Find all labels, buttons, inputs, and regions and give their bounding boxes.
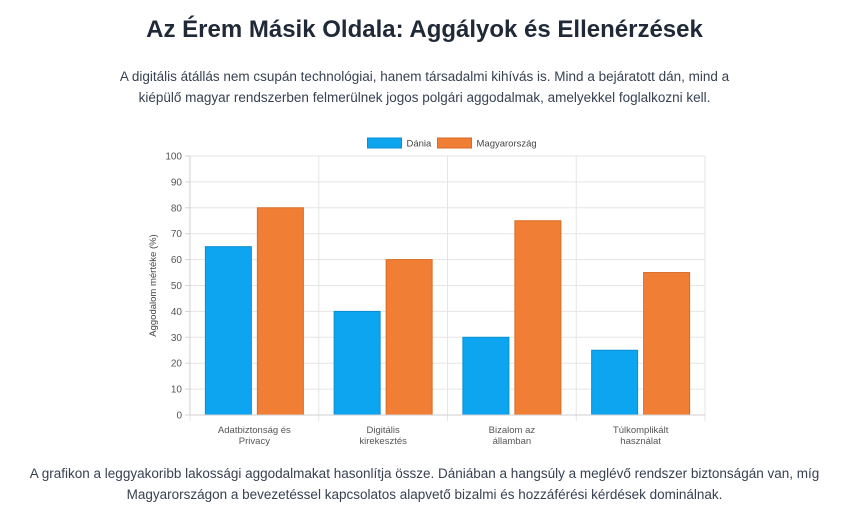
- intro-paragraph: A digitális átállás nem csupán technológ…: [119, 69, 730, 105]
- x-tick-label: Privacy: [239, 436, 270, 447]
- y-tick-label: 80: [171, 203, 183, 214]
- concerns-chart: 0 10 20 30 40 50 60 70 80 90 100 Adatbiztonság és Pr…: [140, 130, 720, 455]
- legend-label-dania: Dánia: [407, 139, 433, 150]
- bar-dania: [204, 246, 252, 416]
- page-title: Az Érem Másik Oldala: Aggályok és Ellené…: [146, 16, 703, 43]
- y-tick-label: 50: [171, 281, 183, 292]
- legend-swatch-magyarorszag: [437, 137, 472, 149]
- y-tick-label: 70: [171, 229, 183, 240]
- bar-magyarorszag: [385, 259, 433, 416]
- y-tick-label: 60: [171, 255, 183, 266]
- chart-caption: A grafikon a leggyakoribb lakossági aggo…: [29, 466, 820, 502]
- bar-magyarorszag: [643, 272, 691, 416]
- bar-dania: [591, 349, 639, 416]
- x-tick-label: Adatbiztonság és: [218, 425, 291, 436]
- bar-magyarorszag: [514, 220, 562, 416]
- x-tick-label: használat: [620, 436, 661, 447]
- y-tick-label: 20: [171, 359, 183, 370]
- x-tick-label: Túlkomplikált: [613, 425, 669, 436]
- y-tick-label: 30: [171, 333, 183, 344]
- y-axis-label: Aggodalom mértéke (%): [148, 234, 159, 336]
- chart-svg: 0 10 20 30 40 50 60 70 80 90 100 Adatbiztonság ésPr…: [148, 137, 706, 447]
- bar-dania: [333, 310, 381, 416]
- legend-label-magyarorszag: Magyarország: [477, 139, 537, 150]
- y-tick-label: 0: [176, 411, 182, 422]
- bar-dania: [462, 336, 510, 416]
- x-tick-label: államban: [493, 436, 532, 447]
- legend-swatch-dania: [367, 137, 402, 149]
- x-tick-label: Digitális: [366, 425, 400, 436]
- x-tick-label: Bizalom az: [489, 425, 536, 436]
- y-tick-label: 10: [171, 385, 183, 396]
- y-tick-label: 40: [171, 307, 183, 318]
- y-tick-label: 90: [171, 177, 183, 188]
- bar-magyarorszag: [256, 207, 304, 416]
- x-tick-label: kirekesztés: [359, 436, 407, 447]
- y-tick-label: 100: [165, 152, 182, 163]
